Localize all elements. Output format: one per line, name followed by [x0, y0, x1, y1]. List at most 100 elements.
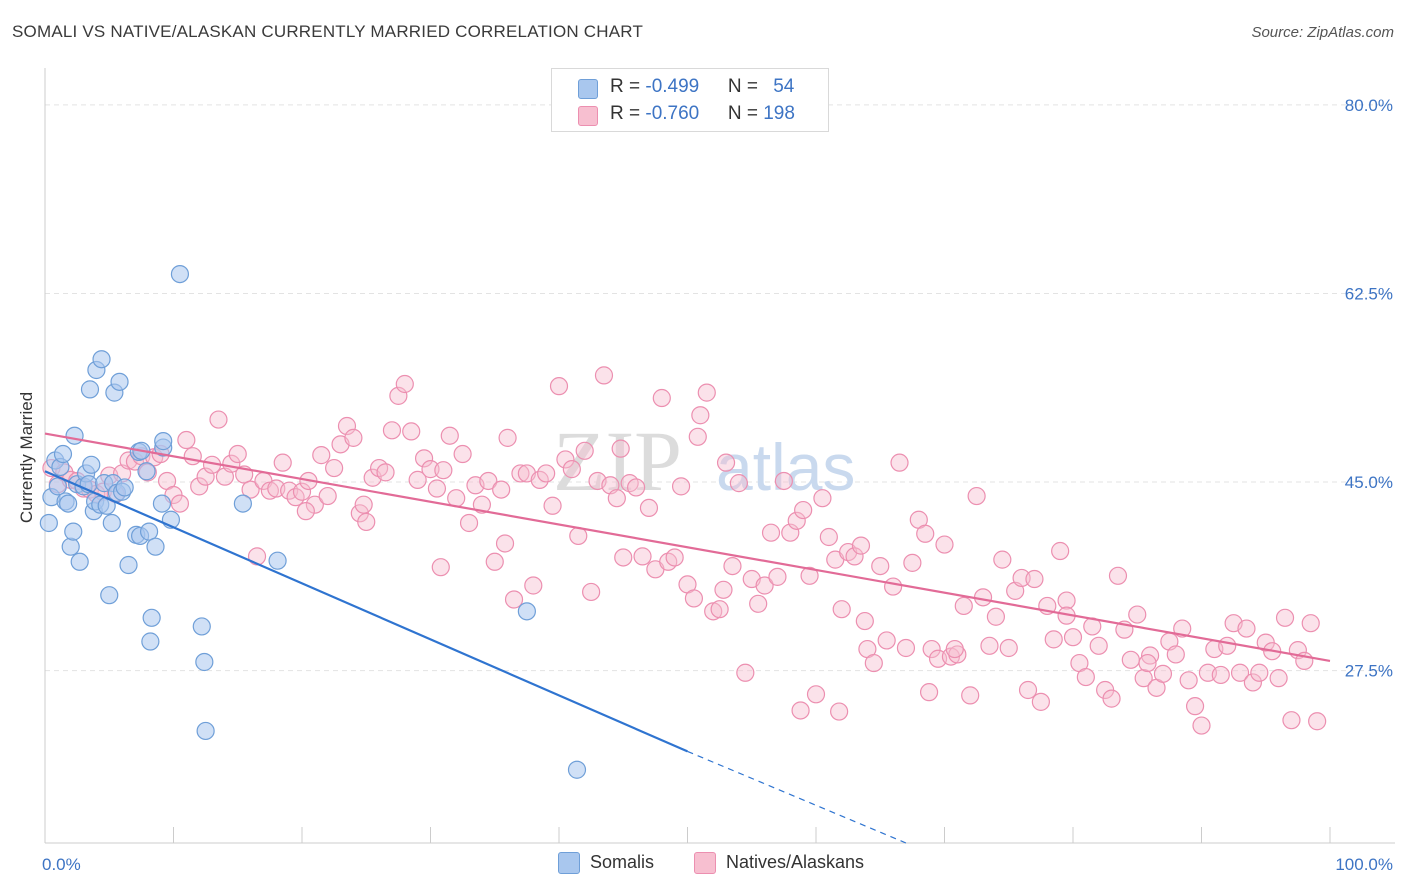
native-point	[954, 596, 973, 616]
somali-point	[82, 455, 101, 474]
native-point	[318, 486, 337, 506]
native-point	[479, 471, 498, 491]
native-point	[1031, 692, 1050, 711]
native-point	[652, 388, 671, 408]
native-point	[800, 566, 819, 585]
axes	[44, 68, 1395, 844]
native-n-value: 198	[763, 103, 795, 124]
native-point	[723, 556, 742, 576]
y-tick-label: 80.0%	[1345, 96, 1393, 115]
native-point	[999, 638, 1018, 658]
native-point	[626, 478, 646, 497]
native-point	[582, 582, 601, 602]
native-point	[1185, 697, 1205, 716]
native-point	[305, 495, 324, 514]
native-point	[472, 495, 491, 514]
somali-point	[102, 513, 121, 533]
somali-point	[100, 586, 119, 605]
native-point	[247, 547, 267, 566]
native-point	[511, 464, 530, 483]
native-point	[1102, 689, 1121, 708]
native-point	[729, 474, 749, 493]
native-point	[1218, 636, 1237, 655]
native-point	[459, 513, 479, 533]
native-point	[671, 477, 691, 496]
legend-item-somalis[interactable]: Somalis	[558, 852, 654, 875]
native-points	[42, 366, 1327, 735]
y-tick-label: 45.0%	[1345, 473, 1393, 492]
native-point	[794, 500, 813, 520]
native-point	[498, 428, 517, 447]
native-point	[714, 580, 733, 599]
native-point	[768, 567, 787, 586]
native-point	[845, 547, 864, 566]
somali-point	[70, 552, 89, 571]
native-point	[922, 639, 941, 659]
native-point	[611, 439, 630, 458]
n-label: N =	[727, 103, 764, 124]
trend-lines	[44, 432, 1331, 844]
native-point	[813, 489, 832, 508]
native-point	[633, 547, 652, 566]
somali-points	[39, 264, 587, 779]
somali-point	[268, 551, 287, 570]
native-point	[296, 502, 315, 521]
native-point	[292, 482, 312, 501]
native-point	[402, 422, 421, 441]
native-point	[1250, 663, 1269, 682]
native-point	[945, 639, 964, 659]
native-point	[440, 426, 459, 445]
somali-point	[110, 372, 129, 391]
legend-row-somali: R = -0.499 N = 54	[552, 74, 828, 102]
native-point	[1018, 680, 1038, 700]
native-point	[337, 416, 357, 436]
native-point	[431, 558, 450, 577]
somali-point	[80, 380, 100, 399]
native-point	[492, 480, 511, 499]
native-point	[967, 486, 986, 506]
native-point	[395, 374, 414, 394]
y-tick-label: 62.5%	[1345, 284, 1393, 303]
somali-point	[39, 513, 58, 533]
native-point	[993, 550, 1012, 569]
native-point	[890, 453, 909, 472]
native-point	[228, 444, 247, 464]
native-point	[961, 686, 980, 705]
native-trend-line	[44, 432, 1331, 662]
native-point	[1051, 541, 1070, 561]
native-point	[196, 467, 215, 486]
n-label: N =	[727, 76, 764, 97]
somali-swatch	[578, 79, 598, 99]
somali-n-value: 54	[773, 76, 795, 97]
native-point	[325, 458, 344, 478]
native-point	[864, 653, 883, 673]
native-point	[537, 464, 556, 483]
somali-point	[567, 760, 587, 779]
native-point	[761, 523, 781, 542]
native-point	[495, 534, 515, 553]
native-point	[883, 577, 903, 596]
native-point	[530, 470, 549, 489]
somali-point	[152, 494, 172, 513]
native-point	[504, 590, 524, 609]
native-point	[614, 548, 633, 567]
somalis-swatch	[558, 852, 580, 875]
native-point	[421, 460, 440, 479]
native-point	[170, 494, 190, 513]
native-point	[1121, 650, 1140, 669]
legend-item-natives[interactable]: Natives/Alaskans	[694, 852, 864, 875]
native-r-value: -0.760	[645, 103, 700, 124]
somali-point	[170, 264, 190, 284]
native-point	[980, 636, 999, 655]
native-point	[986, 607, 1006, 626]
native-point	[871, 556, 890, 576]
r-label: R =	[610, 76, 646, 97]
native-point	[806, 685, 826, 704]
native-point	[209, 410, 228, 429]
native-point	[1138, 653, 1157, 673]
somali-point	[64, 522, 83, 541]
somali-point	[65, 426, 84, 445]
somali-point	[92, 350, 111, 369]
native-point	[819, 527, 838, 547]
